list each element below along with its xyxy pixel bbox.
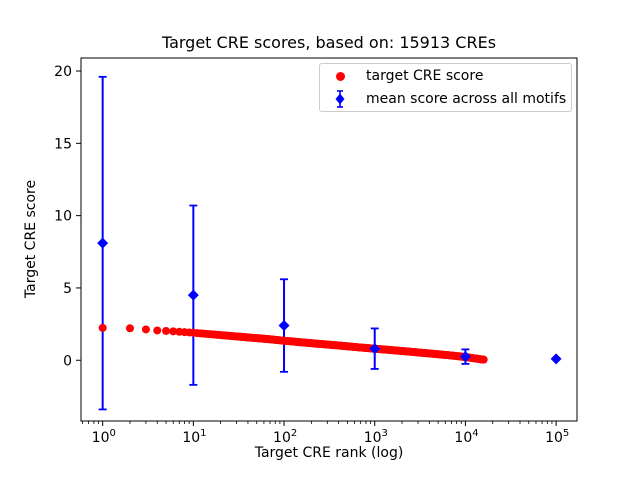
legend-label: target CRE score xyxy=(366,68,484,84)
svg-text:101: 101 xyxy=(182,428,206,446)
svg-text:103: 103 xyxy=(364,428,388,446)
svg-text:100: 100 xyxy=(92,428,116,446)
svg-text:0: 0 xyxy=(63,353,72,369)
legend-item-mean-score: mean score across all motifs xyxy=(320,88,571,110)
errorbar-diamond-icon xyxy=(328,89,352,109)
svg-text:10: 10 xyxy=(54,209,72,225)
svg-text:20: 20 xyxy=(54,64,72,80)
svg-text:105: 105 xyxy=(545,428,569,446)
chart-title: Target CRE scores, based on: 15913 CREs xyxy=(161,33,497,52)
svg-text:5: 5 xyxy=(63,281,72,297)
red-circle-icon xyxy=(328,71,352,81)
legend: target CRE score mean score across all m… xyxy=(319,63,572,112)
legend-item-target-cre-score: target CRE score xyxy=(320,65,571,87)
svg-text:15: 15 xyxy=(54,136,72,152)
svg-text:104: 104 xyxy=(454,428,478,446)
legend-label: mean score across all motifs xyxy=(366,91,567,107)
x-axis-label: Target CRE rank (log) xyxy=(254,445,404,461)
svg-text:102: 102 xyxy=(273,428,297,446)
